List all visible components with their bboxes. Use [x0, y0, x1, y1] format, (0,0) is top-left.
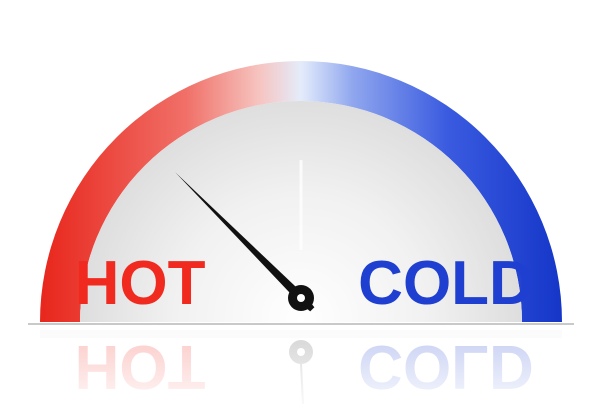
hot-label: HOT [75, 249, 206, 318]
gauge-arc [40, 61, 562, 322]
cold-label: COLD [358, 249, 534, 318]
needle-hub-center [297, 294, 305, 302]
gauge-needle [175, 172, 315, 312]
